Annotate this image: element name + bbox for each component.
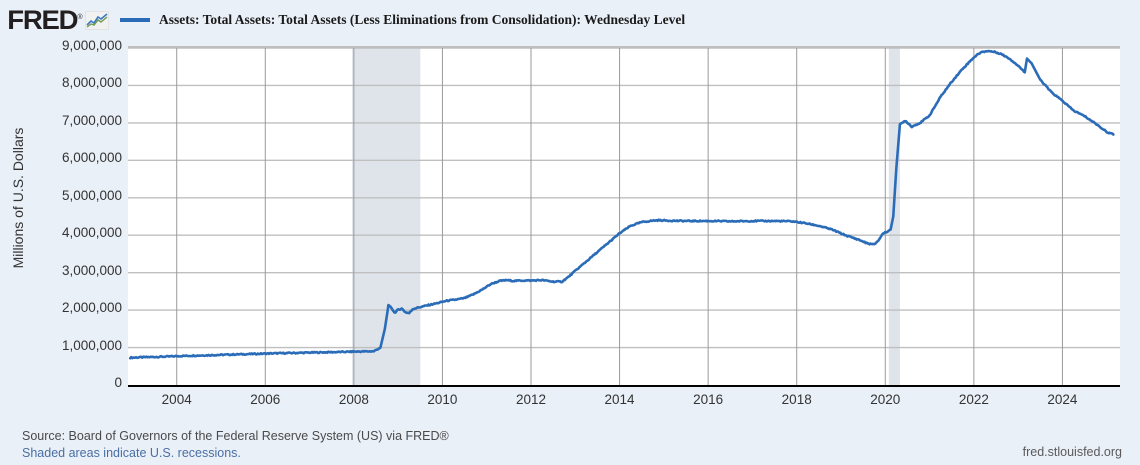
x-axis-tick-label: 2014: [604, 392, 635, 407]
fred-wordmark: FRED®: [7, 4, 83, 35]
chart-plot-area: [128, 46, 1120, 387]
x-axis-tick-label: 2012: [515, 392, 547, 407]
y-axis-tick-label: 5,000,000: [61, 187, 122, 203]
data-series-lines: [128, 49, 1115, 360]
fred-wordmark-text: FRED: [7, 4, 78, 35]
y-axis-tick-label: 4,000,000: [61, 225, 122, 241]
chart-footer: Source: Board of Governors of the Federa…: [22, 428, 1122, 462]
x-axis-tick-label: 2022: [958, 392, 989, 407]
y-axis-tick-label: 6,000,000: [61, 150, 122, 166]
registered-mark: ®: [77, 13, 83, 21]
y-axis-tick-label: 9,000,000: [61, 38, 122, 53]
x-axis-tick-label: 2018: [781, 392, 812, 407]
chart-header: FRED® Assets: Total Assets: Total Assets…: [0, 0, 1140, 38]
fred-url: fred.stlouisfed.org: [1022, 445, 1122, 459]
chart-legend: Assets: Total Assets: Total Assets (Less…: [120, 10, 685, 30]
chart-plot-svg: [128, 48, 1120, 385]
x-axis-tick-labels: 2004 2006 2008 2010 2012 2014 2016 2018 2020 2022…: [0, 392, 1140, 414]
y-axis-tick-label: 8,000,000: [61, 75, 122, 91]
line-chart-icon-svg: [86, 12, 108, 28]
gridlines: [128, 48, 1120, 385]
x-axis-tick-label: 2006: [250, 392, 281, 407]
line-chart-icon: [84, 10, 109, 30]
x-axis-tick-label: 2016: [693, 392, 724, 407]
x-axis-tick-label: 2004: [161, 392, 192, 407]
legend-series-label: Assets: Total Assets: Total Assets (Less…: [159, 12, 686, 27]
recession-note: Shaded areas indicate U.S. recessions.: [22, 446, 241, 460]
y-axis-tick-label: 7,000,000: [61, 112, 122, 128]
x-axis-tick-label: 2020: [870, 392, 901, 407]
fred-logo: FRED®: [7, 4, 112, 35]
recession-bands: [352, 48, 900, 385]
y-axis-tick-label: 1,000,000: [61, 337, 122, 353]
x-axis-tick-label: 2024: [1047, 392, 1078, 407]
recession-band: [352, 48, 421, 385]
y-axis-tick-label: 0: [114, 375, 122, 390]
legend-color-swatch: [120, 18, 150, 22]
x-axis-tick-label: 2008: [338, 392, 369, 407]
y-axis-tick-label: 2,000,000: [61, 300, 122, 316]
data-series-line: [128, 49, 1115, 360]
x-axis-tick-label: 2010: [427, 392, 458, 407]
y-axis-tick-labels: 9,000,000 8,000,000 7,000,000 6,000,000 5,00…: [0, 0, 128, 465]
y-axis-tick-label: 3,000,000: [61, 262, 122, 278]
source-line: Source: Board of Governors of the Federa…: [22, 429, 449, 443]
